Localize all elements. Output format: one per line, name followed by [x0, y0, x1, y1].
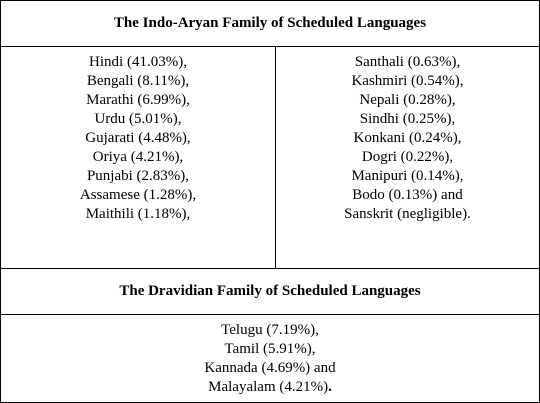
dravidian-list: Telugu (7.19%), Tamil (5.91%), Kannada (… — [1, 321, 539, 397]
list-item: Manipuri (0.14%), — [351, 168, 464, 184]
indo-aryan-title: The Indo-Aryan Family of Scheduled Langu… — [113, 15, 427, 31]
dravidian-header: The Dravidian Family of Scheduled Langua… — [0, 268, 540, 315]
list-item: Oriya (4.21%), — [92, 149, 184, 165]
indo-aryan-right-cell: Santhali (0.63%), Kashmiri (0.54%), Nepa… — [275, 46, 540, 269]
list-item: Telugu (7.19%), — [221, 322, 319, 338]
trailing-period: . — [328, 379, 332, 395]
list-item: Kannada (4.69%) and — [204, 360, 336, 376]
list-item: Marathi (6.99%), — [86, 92, 190, 108]
list-item: Maithili (1.18%), — [85, 206, 191, 222]
indo-aryan-left-cell: Hindi (41.03%), Bengali (8.11%), Marathi… — [0, 46, 276, 269]
list-item: Dogri (0.22%), — [361, 149, 454, 165]
dravidian-cell: Telugu (7.19%), Tamil (5.91%), Kannada (… — [0, 314, 540, 403]
list-item: Gujarati (4.48%), — [85, 130, 191, 146]
list-item: Sindhi (0.25%), — [359, 111, 456, 127]
indo-aryan-right-list: Santhali (0.63%), Kashmiri (0.54%), Nepa… — [276, 53, 539, 224]
list-item: Kashmiri (0.54%), — [351, 73, 464, 89]
list-item-text: Malayalam (4.21%) — [208, 379, 329, 395]
list-item: Urdu (5.01%), — [94, 111, 182, 127]
list-item: Santhali (0.63%), — [354, 54, 461, 70]
list-item: Tamil (5.91%), — [224, 341, 316, 357]
indo-aryan-left-list: Hindi (41.03%), Bengali (8.11%), Marathi… — [1, 53, 275, 224]
list-item: Sanskrit (negligible). — [344, 206, 471, 222]
list-item: Nepali (0.28%), — [359, 92, 456, 108]
list-item: Punjabi (2.83%), — [86, 168, 190, 184]
list-item: Konkani (0.24%), — [353, 130, 462, 146]
list-item: Assamese (1.28%), — [79, 187, 197, 203]
list-item: Malayalam (4.21%). — [1, 378, 539, 397]
dravidian-title: The Dravidian Family of Scheduled Langua… — [119, 283, 421, 299]
list-item: Bengali (8.11%), — [86, 73, 190, 89]
list-item: Hindi (41.03%), — [89, 54, 187, 70]
list-item: Bodo (0.13%) and — [352, 187, 463, 203]
indo-aryan-header: The Indo-Aryan Family of Scheduled Langu… — [0, 0, 540, 47]
